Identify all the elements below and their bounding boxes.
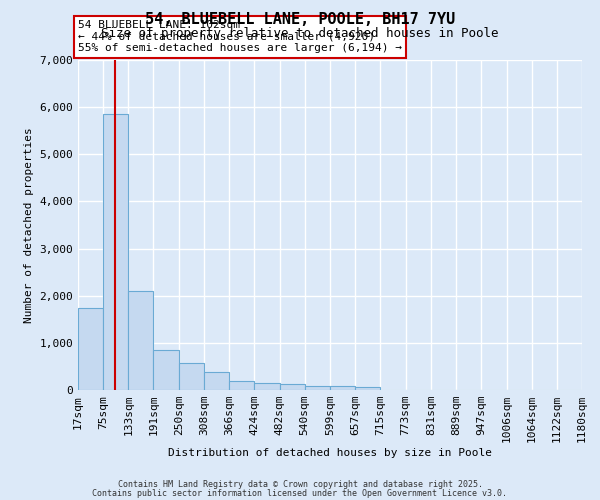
Bar [229,380,254,390]
Text: 54 BLUEBELL LANE: 102sqm
← 44% of detached houses are smaller (4,920)
55% of sem: 54 BLUEBELL LANE: 102sqm ← 44% of detach… [78,20,402,54]
Bar [280,384,305,390]
Bar [204,372,229,390]
Bar [154,350,179,390]
Text: Contains HM Land Registry data © Crown copyright and database right 2025.: Contains HM Land Registry data © Crown c… [118,480,482,489]
Text: Contains public sector information licensed under the Open Government Licence v3: Contains public sector information licen… [92,488,508,498]
X-axis label: Distribution of detached houses by size in Poole: Distribution of detached houses by size … [168,448,492,458]
Y-axis label: Number of detached properties: Number of detached properties [24,127,34,323]
Text: 54, BLUEBELL LANE, POOLE, BH17 7YU: 54, BLUEBELL LANE, POOLE, BH17 7YU [145,12,455,28]
Text: Size of property relative to detached houses in Poole: Size of property relative to detached ho… [101,28,499,40]
Bar [78,308,103,390]
Bar [355,388,380,390]
Bar [305,386,330,390]
Bar [254,382,280,390]
Bar [128,291,154,390]
Bar [179,362,204,390]
Bar [330,386,355,390]
Bar [103,114,128,390]
